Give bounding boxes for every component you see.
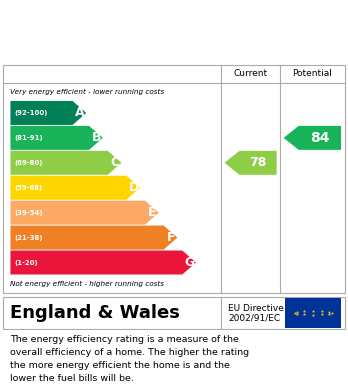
Polygon shape (10, 101, 86, 125)
Text: England & Wales: England & Wales (10, 304, 180, 322)
Text: C: C (111, 156, 120, 169)
Polygon shape (10, 226, 177, 249)
Text: G: G (184, 256, 195, 269)
Text: A: A (75, 106, 85, 119)
Text: 84: 84 (310, 131, 330, 145)
Polygon shape (284, 126, 341, 150)
Text: B: B (92, 131, 101, 144)
Polygon shape (10, 126, 103, 150)
Text: Energy Efficiency Rating: Energy Efficiency Rating (10, 22, 239, 40)
Text: EU Directive: EU Directive (228, 304, 284, 313)
Text: (21-38): (21-38) (15, 235, 43, 240)
Polygon shape (10, 151, 121, 175)
Text: Current: Current (234, 68, 268, 77)
Text: 78: 78 (250, 156, 267, 169)
Text: The energy efficiency rating is a measure of the
overall efficiency of a home. T: The energy efficiency rating is a measur… (10, 335, 250, 383)
Text: (81-91): (81-91) (15, 135, 43, 141)
Text: (55-68): (55-68) (15, 185, 43, 191)
Text: D: D (129, 181, 139, 194)
Text: 2002/91/EC: 2002/91/EC (228, 314, 280, 323)
Text: (69-80): (69-80) (15, 160, 43, 166)
Text: (39-54): (39-54) (15, 210, 43, 216)
Polygon shape (224, 151, 277, 175)
Text: F: F (167, 231, 175, 244)
Text: E: E (148, 206, 157, 219)
Text: Potential: Potential (292, 68, 332, 77)
Bar (285, 298, 341, 328)
Text: Not energy efficient - higher running costs: Not energy efficient - higher running co… (10, 281, 165, 287)
Text: (1-20): (1-20) (15, 260, 38, 265)
Polygon shape (10, 251, 196, 274)
Polygon shape (10, 176, 140, 200)
Text: (92-100): (92-100) (15, 110, 48, 116)
Text: Very energy efficient - lower running costs: Very energy efficient - lower running co… (10, 89, 165, 95)
Polygon shape (10, 201, 159, 225)
